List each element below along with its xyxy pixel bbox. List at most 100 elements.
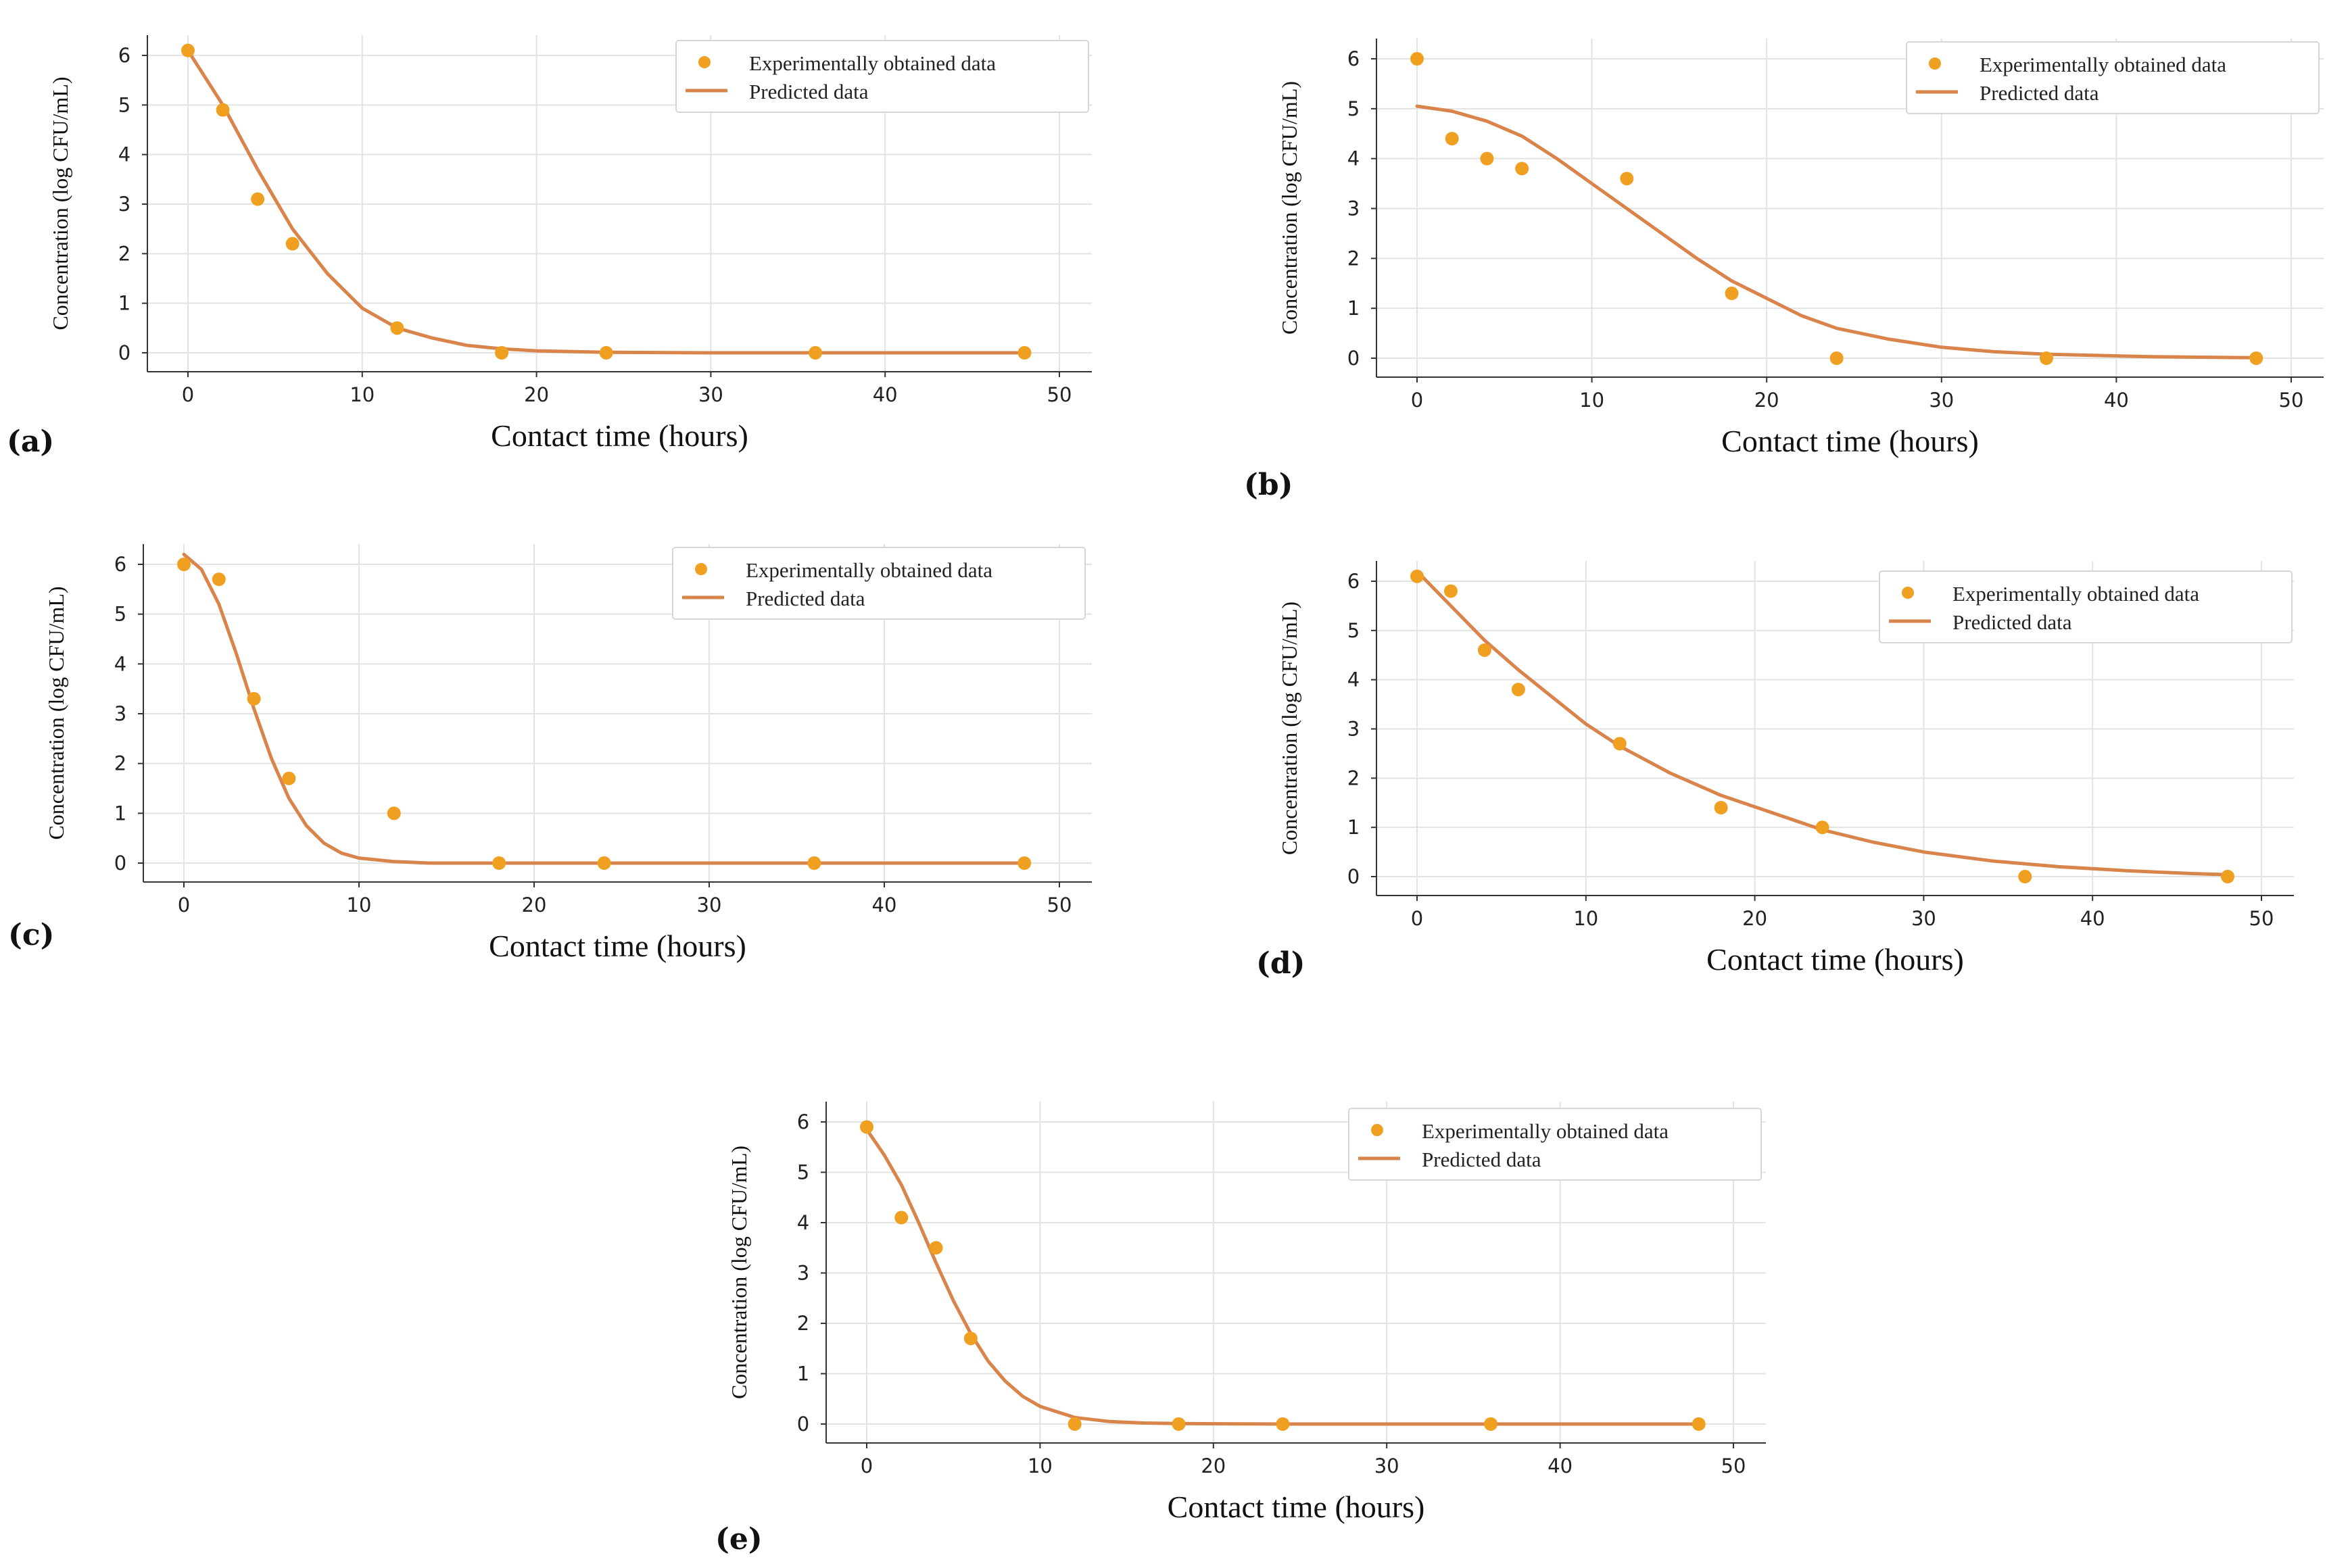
y-tick-label: 5 [797, 1161, 809, 1184]
data-point [1515, 162, 1529, 176]
y-tick-label: 5 [1347, 97, 1360, 120]
predicted-line [182, 552, 1026, 865]
y-axis-label: Concentration (log CFU/mL) [48, 76, 72, 330]
y-tick-label: 3 [797, 1262, 809, 1285]
legend-box [675, 40, 1089, 113]
y-tick-label: 1 [797, 1363, 809, 1386]
legend-label-experimental: Experimentally obtained data [1952, 582, 2199, 606]
data-point [285, 237, 299, 251]
legend: Experimentally obtained data Predicted da… [1879, 570, 2293, 643]
y-tick-label: 1 [118, 292, 130, 315]
data-point [1612, 737, 1627, 751]
data-point [2018, 870, 2032, 883]
data-point [1480, 151, 1494, 166]
data-point [807, 856, 821, 870]
x-tick-label: 10 [1573, 907, 1598, 930]
y-tick-label: 6 [797, 1110, 809, 1133]
legend-point-marker [698, 56, 711, 68]
data-point [390, 321, 404, 335]
x-tick-label: 50 [1047, 383, 1072, 406]
data-point [1484, 1417, 1498, 1431]
y-tick-label: 1 [1347, 297, 1360, 320]
data-point [963, 1331, 978, 1346]
y-tick-label: 5 [114, 603, 126, 626]
chart-panel-3: 0 10 20 30 40 50 0 1 2 3 4 5 6 Contact time (hours) Co… [8, 544, 1092, 963]
x-tick-label: 20 [1742, 907, 1767, 930]
data-point [251, 192, 265, 206]
legend-point-marker [695, 563, 707, 575]
y-tick-label: 6 [118, 44, 130, 67]
y-tick-label: 2 [114, 752, 126, 775]
x-tick-label: 30 [1374, 1454, 1399, 1477]
legend-box [1879, 570, 2293, 643]
data-point [1172, 1417, 1186, 1431]
legend-label-predicted: Predicted data [1980, 81, 2099, 105]
x-tick-label: 20 [524, 383, 549, 406]
data-point [599, 346, 613, 360]
legend-label-experimental: Experimentally obtained data [746, 558, 992, 582]
y-axis-label: Concentration (log CFU/mL) [1277, 602, 1301, 855]
x-tick-label: 0 [861, 1454, 873, 1477]
data-point [1829, 351, 1844, 365]
data-point [1692, 1417, 1706, 1431]
predicted-line [186, 49, 1026, 355]
y-tick-label: 4 [118, 143, 130, 166]
y-tick-label: 2 [1347, 247, 1360, 270]
data-point [1410, 569, 1424, 583]
legend: Experimentally obtained data Predicted da… [1348, 1108, 1762, 1181]
y-tick-label: 1 [1347, 816, 1360, 839]
x-tick-label: 30 [1911, 907, 1936, 930]
x-tick-label: 10 [1579, 389, 1604, 412]
y-tick-label: 4 [1347, 147, 1360, 170]
x-tick-label: 40 [873, 383, 898, 406]
data-point [597, 856, 611, 870]
predicted-line [865, 1127, 1701, 1426]
data-point [860, 1120, 873, 1134]
x-tick-label: 0 [1411, 907, 1423, 930]
y-tick-label: 3 [118, 193, 130, 216]
legend-label-predicted: Predicted data [1422, 1148, 1541, 1171]
x-tick-label: 50 [2249, 907, 2274, 930]
x-axis-label: Contact time (hours) [1721, 424, 1979, 458]
panel-label: (d) [1256, 946, 1305, 981]
panel-label: (c) [8, 918, 54, 952]
y-tick-label: 4 [797, 1211, 809, 1234]
x-tick-label: 50 [1047, 893, 1072, 916]
data-point [1276, 1417, 1290, 1431]
data-point [894, 1210, 909, 1225]
data-point [1068, 1417, 1082, 1431]
chart-panel-5: 0 10 20 30 40 50 0 1 2 3 4 5 6 Contact time (hours) Co… [715, 1102, 1766, 1557]
data-point [929, 1241, 943, 1255]
y-tick-label: 2 [1347, 766, 1360, 789]
chart-panel-1: 0 10 20 30 40 50 0 1 2 3 4 5 6 Contact time (hours) Co… [7, 35, 1092, 459]
y-tick-label: 0 [1347, 347, 1360, 370]
panel-label: (e) [715, 1522, 763, 1557]
x-tick-label: 20 [522, 893, 547, 916]
legend-point-marker [1929, 57, 1941, 70]
data-point [1620, 172, 1634, 186]
y-tick-label: 0 [1347, 865, 1360, 888]
data-point [1477, 643, 1491, 657]
x-axis-label: Contact time (hours) [491, 418, 748, 453]
data-point [1445, 132, 1459, 146]
legend: Experimentally obtained data Predicted da… [675, 40, 1089, 113]
data-point [495, 346, 509, 360]
data-point [177, 558, 191, 571]
data-point [387, 806, 401, 820]
x-tick-label: 30 [1929, 389, 1954, 412]
legend-box [1348, 1108, 1762, 1181]
legend: Experimentally obtained data Predicted da… [672, 547, 1086, 620]
data-point [216, 103, 230, 117]
y-tick-label: 0 [118, 341, 130, 364]
x-tick-label: 10 [347, 893, 372, 916]
y-tick-label: 2 [797, 1312, 809, 1335]
y-tick-label: 5 [118, 93, 130, 116]
x-axis-label: Contact time (hours) [1168, 1490, 1425, 1524]
data-point [2039, 351, 2053, 365]
legend-point-marker [1371, 1124, 1383, 1136]
data-point [809, 346, 823, 360]
x-tick-label: 20 [1201, 1454, 1226, 1477]
legend-box [1906, 41, 2320, 114]
x-tick-label: 0 [182, 383, 194, 406]
